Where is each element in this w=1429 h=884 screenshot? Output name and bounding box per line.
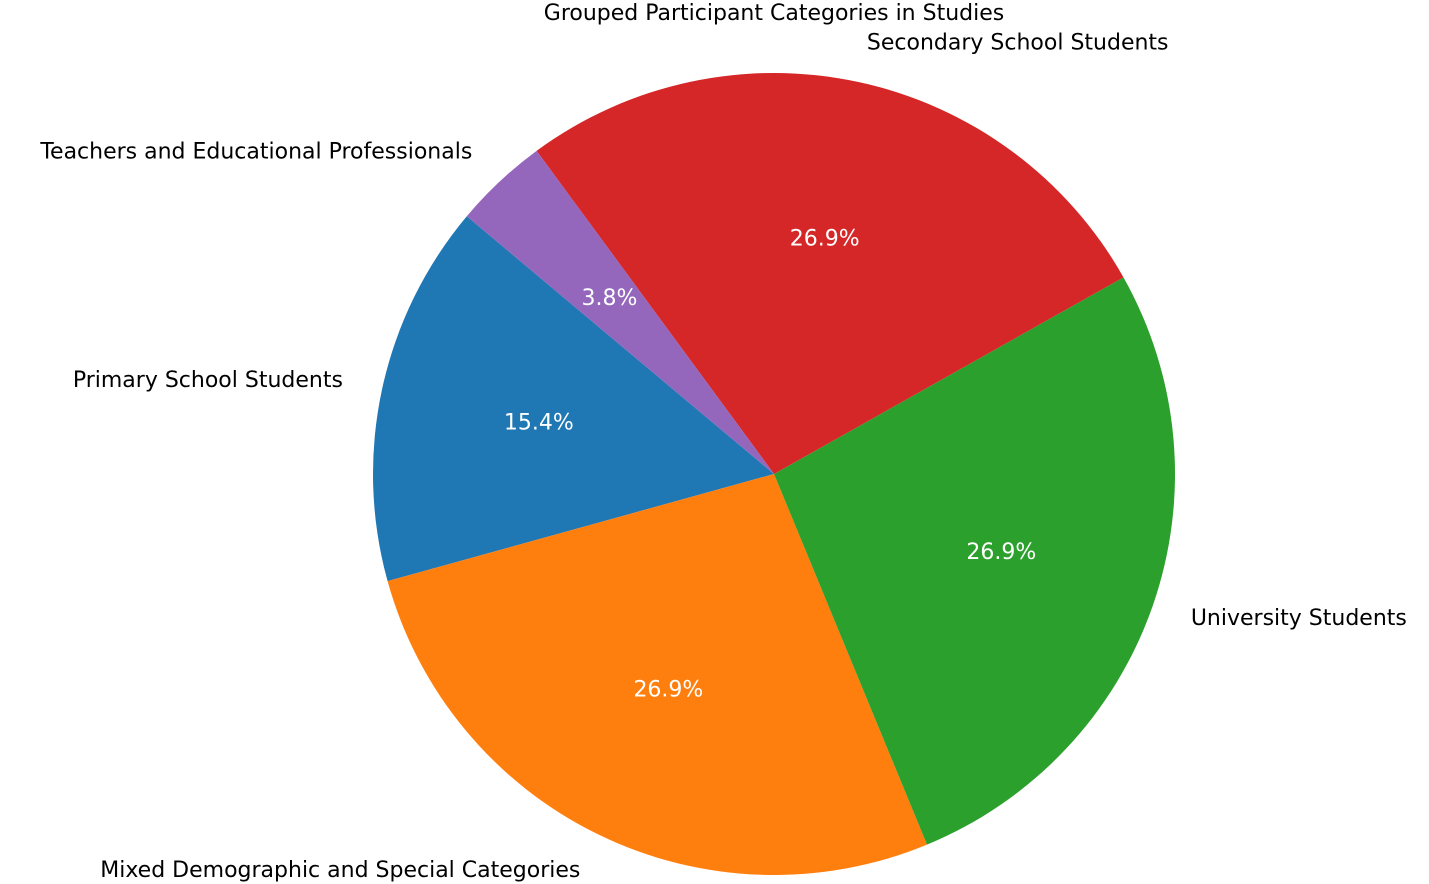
pie-slice-primary-school-students (372, 216, 774, 582)
percent-label-teachers-and-educational-professionals: 3.8% (581, 286, 637, 311)
percent-labels: 15.4% 26.9% 26.9% 26.9% 3.8% (504, 226, 1036, 702)
percent-label-primary-school-students: 15.4% (504, 410, 574, 435)
percent-label-mixed-demographic-and-special-categories: 26.9% (633, 678, 703, 703)
slice-label-secondary-school-students: Secondary School Students (867, 30, 1169, 55)
pie-slice-university-students (774, 277, 1175, 845)
slice-labels: Primary School Students Mixed Demographic… (39, 30, 1407, 883)
percent-label-university-students: 26.9% (966, 540, 1036, 565)
pie-slice-secondary-school-students (536, 72, 1124, 474)
slice-label-mixed-demographic-and-special-categories: Mixed Demographic and Special Categories (100, 858, 580, 883)
slice-label-university-students: University Students (1191, 606, 1407, 631)
percent-label-secondary-school-students: 26.9% (790, 226, 860, 251)
pie-slice-mixed-demographic-and-special-categories (387, 474, 928, 875)
pie-slices (372, 72, 1175, 875)
chart-title: Grouped Participant Categories in Studie… (544, 1, 1004, 26)
slice-label-teachers-and-educational-professionals: Teachers and Educational Professionals (39, 140, 472, 165)
slice-label-primary-school-students: Primary School Students (73, 368, 343, 393)
pie-slice-teachers-and-educational-professionals (466, 150, 774, 475)
